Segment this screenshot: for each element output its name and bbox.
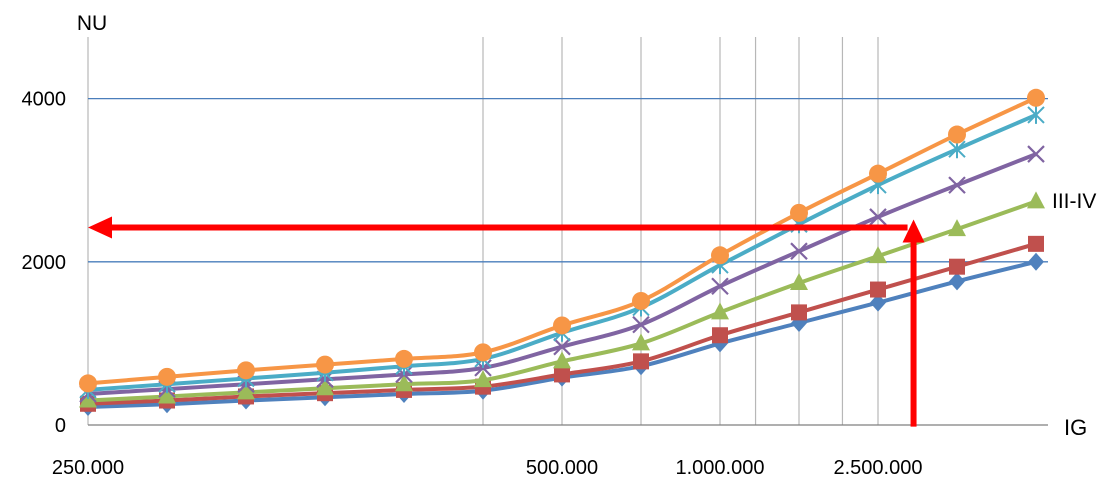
data-point-x [869,208,887,226]
data-point-triangle [553,351,571,369]
series-6 [79,88,1045,393]
data-point-circle [474,343,492,362]
data-point-circle [158,367,176,386]
data-point-star [1027,105,1045,124]
data-point-circle [948,125,966,144]
series-label: III-IV [1052,190,1096,213]
data-point-circle [79,374,97,393]
x-tick-label: 1.000.000 [676,457,765,479]
y-axis-label: NU [77,12,107,35]
data-point-triangle [869,246,887,264]
data-point-diamond [1028,252,1044,271]
data-point-triangle [948,219,966,237]
data-point-circle [395,349,413,368]
data-point-circle [711,246,729,265]
horizontal-arrow-head [88,216,112,239]
data-point-x [632,315,650,334]
data-point-circle [632,291,650,310]
x-tick-label: 500.000 [526,457,598,479]
data-point-square [554,366,570,383]
x-axis-label: IG [1064,415,1087,440]
axes: 0 2000 4000 250.000 500.000 1.000.000 2.500.00… [22,89,1048,479]
data-point-triangle [316,378,334,396]
annotation-arrow [88,216,925,427]
data-point-triangle [237,382,255,400]
data-point-circle [869,164,887,183]
data-point-triangle [1027,191,1045,209]
x-tick-label: 2.500.000 [834,457,923,479]
data-point-diamond [949,272,965,291]
data-point-triangle [632,333,650,351]
data-point-x [553,337,571,356]
data-point-square [791,304,807,321]
vertical-arrow-head [902,219,925,243]
data-point-triangle [158,386,176,404]
grid [87,37,1048,425]
data-point-square [712,327,728,344]
data-point-circle [316,355,334,374]
data-point-circle [553,316,571,335]
data-point-circle [237,361,255,380]
data-point-x [1027,145,1045,163]
series-3 [79,191,1045,408]
data-point-square [949,258,965,275]
data-point-diamond [870,293,886,312]
data-point-circle [1027,88,1045,107]
data-point-triangle [395,374,413,392]
data-point-x [711,277,729,296]
y-tick-label: 2000 [22,252,67,274]
data-point-triangle [711,302,729,320]
data-point-square [1028,235,1044,252]
data-point-triangle [79,390,97,408]
data-point-x [790,242,808,260]
x-tick-label: 250.000 [52,457,124,479]
y-tick-label: 4000 [22,89,67,111]
data-point-square [870,281,886,298]
data-point-x [948,176,966,194]
y-tick-label: 0 [55,415,66,437]
labels: NU IG III-IV [77,12,1097,440]
data-point-square [633,353,649,370]
data-point-triangle [790,273,808,291]
data-point-circle [790,203,808,222]
data-point-triangle [474,370,492,388]
